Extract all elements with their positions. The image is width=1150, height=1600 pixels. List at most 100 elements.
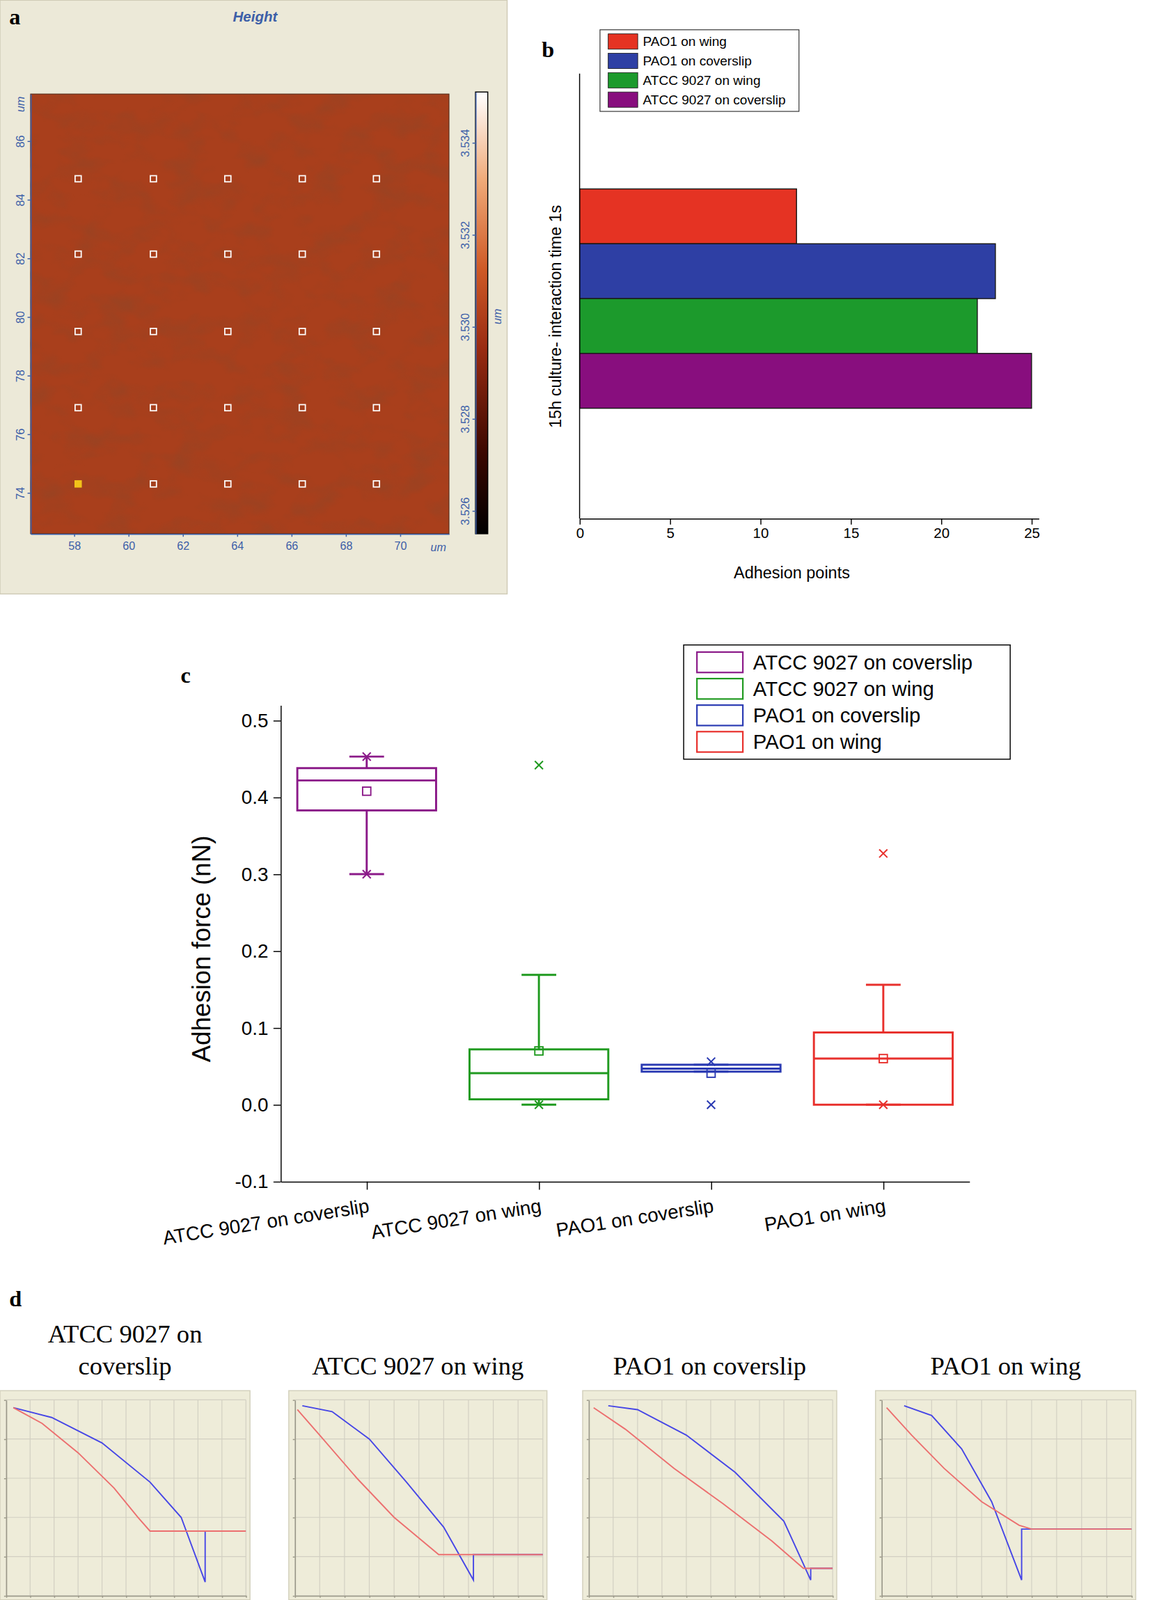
whisker-low xyxy=(365,810,368,875)
tick-mark xyxy=(27,434,31,436)
tick-label: 68 xyxy=(339,539,353,553)
tick xyxy=(710,1596,712,1599)
tick-label: 3.530 xyxy=(458,313,472,342)
tick xyxy=(879,1557,882,1558)
measurement-point xyxy=(299,175,306,182)
tick-label: 64 xyxy=(231,539,244,553)
measurement-point xyxy=(150,251,157,258)
tick: 20 xyxy=(933,518,950,541)
tick-mark xyxy=(832,1596,834,1599)
tick: 0.5 xyxy=(241,710,281,732)
tick xyxy=(759,1596,761,1599)
whisker-cap-high xyxy=(521,973,557,976)
tick-mark xyxy=(273,797,281,799)
measurement-point xyxy=(373,481,380,488)
legend-label: ATCC 9027 on coverslip xyxy=(753,650,973,674)
tick-mark xyxy=(472,142,476,144)
grid-line xyxy=(588,1556,833,1558)
grid-line xyxy=(588,1399,833,1401)
tick: 0.2 xyxy=(241,940,281,963)
grid-line xyxy=(881,1556,1132,1558)
whisker-high xyxy=(365,756,368,769)
measurement-point xyxy=(299,251,306,258)
mean-marker xyxy=(362,787,372,796)
tick-mark xyxy=(879,1439,882,1441)
tick-mark xyxy=(174,1596,175,1599)
tick-mark xyxy=(879,1399,882,1401)
grid-line xyxy=(636,1399,638,1596)
tick-mark xyxy=(4,1517,7,1519)
points xyxy=(75,175,380,487)
x-axis xyxy=(295,1596,543,1599)
tick: 0.4 xyxy=(241,786,281,809)
y-axis xyxy=(4,1400,7,1597)
grid-line xyxy=(881,1399,1132,1401)
tick: 25 xyxy=(1024,518,1041,541)
curves xyxy=(886,1406,1132,1581)
tick: 86 xyxy=(13,135,31,148)
grid-line xyxy=(1005,1399,1007,1596)
tick-mark xyxy=(27,492,31,494)
tick: 15 xyxy=(843,518,860,541)
legend-label: ATCC 9027 on wing xyxy=(753,677,935,701)
tick-mark xyxy=(1081,1596,1083,1599)
axis-line xyxy=(6,1400,7,1597)
tick-label: 0.4 xyxy=(241,786,269,809)
tick-label: 70 xyxy=(394,539,407,553)
tick xyxy=(1106,1596,1108,1599)
y-axis-label: um xyxy=(13,96,27,113)
grid-line xyxy=(467,1399,469,1596)
tick-mark xyxy=(54,1596,55,1599)
tick xyxy=(586,1596,589,1597)
y-axis xyxy=(879,1400,883,1597)
tick-mark xyxy=(517,1596,519,1599)
median xyxy=(469,1072,608,1075)
tick xyxy=(879,1517,882,1519)
measurement-point xyxy=(150,175,157,182)
tick-label: 58 xyxy=(68,539,81,553)
tick-mark xyxy=(273,720,281,722)
tick-mark xyxy=(586,1478,589,1480)
tick-mark xyxy=(237,533,239,537)
panel-background xyxy=(288,1390,548,1600)
tick xyxy=(293,1478,296,1480)
legend-swatch xyxy=(696,652,743,673)
tick-label: PAO1 on wing xyxy=(762,1195,888,1236)
tick xyxy=(468,1596,470,1599)
height-map-texture xyxy=(30,93,450,534)
tick: PAO1 on wing xyxy=(762,1182,888,1236)
x-axis: 0510152025 xyxy=(576,518,1041,541)
y-axis-line xyxy=(579,73,580,519)
figure: Height5860626466687074767880828486umum3.… xyxy=(0,0,1150,1600)
tick: 84 xyxy=(13,194,31,207)
max-marker xyxy=(707,1058,716,1067)
tick: 80 xyxy=(13,311,31,324)
grid-line xyxy=(295,1438,543,1440)
measurement-point xyxy=(373,251,380,258)
grid-line xyxy=(197,1399,199,1596)
legend-label: PAO1 on coverslip xyxy=(753,703,921,727)
tick-mark xyxy=(1031,518,1033,525)
bar xyxy=(579,353,1032,409)
tick-mark xyxy=(879,1596,882,1597)
tick-mark xyxy=(586,1399,589,1401)
tick-mark xyxy=(344,1596,346,1599)
measurement-point xyxy=(224,328,232,335)
grid-line xyxy=(1030,1399,1032,1596)
grid xyxy=(6,1399,246,1596)
x-axis: ATCC 9027 on coverslipATCC 9027 on wingP… xyxy=(161,1182,971,1250)
tick-label: 62 xyxy=(176,539,190,553)
tick-label: 15 xyxy=(843,524,860,541)
axis-line xyxy=(30,94,32,535)
axis-line xyxy=(588,1400,590,1597)
tick xyxy=(54,1596,55,1599)
grid-line xyxy=(29,1399,31,1596)
panel-title: ATCC 9027 on wing xyxy=(311,1351,524,1381)
grid-line xyxy=(149,1399,151,1596)
tick xyxy=(293,1399,296,1401)
tick xyxy=(29,1596,31,1599)
measurement-point xyxy=(75,404,82,411)
tick xyxy=(102,1596,104,1599)
tick-label: 66 xyxy=(285,539,298,553)
tick-mark xyxy=(759,1596,761,1599)
